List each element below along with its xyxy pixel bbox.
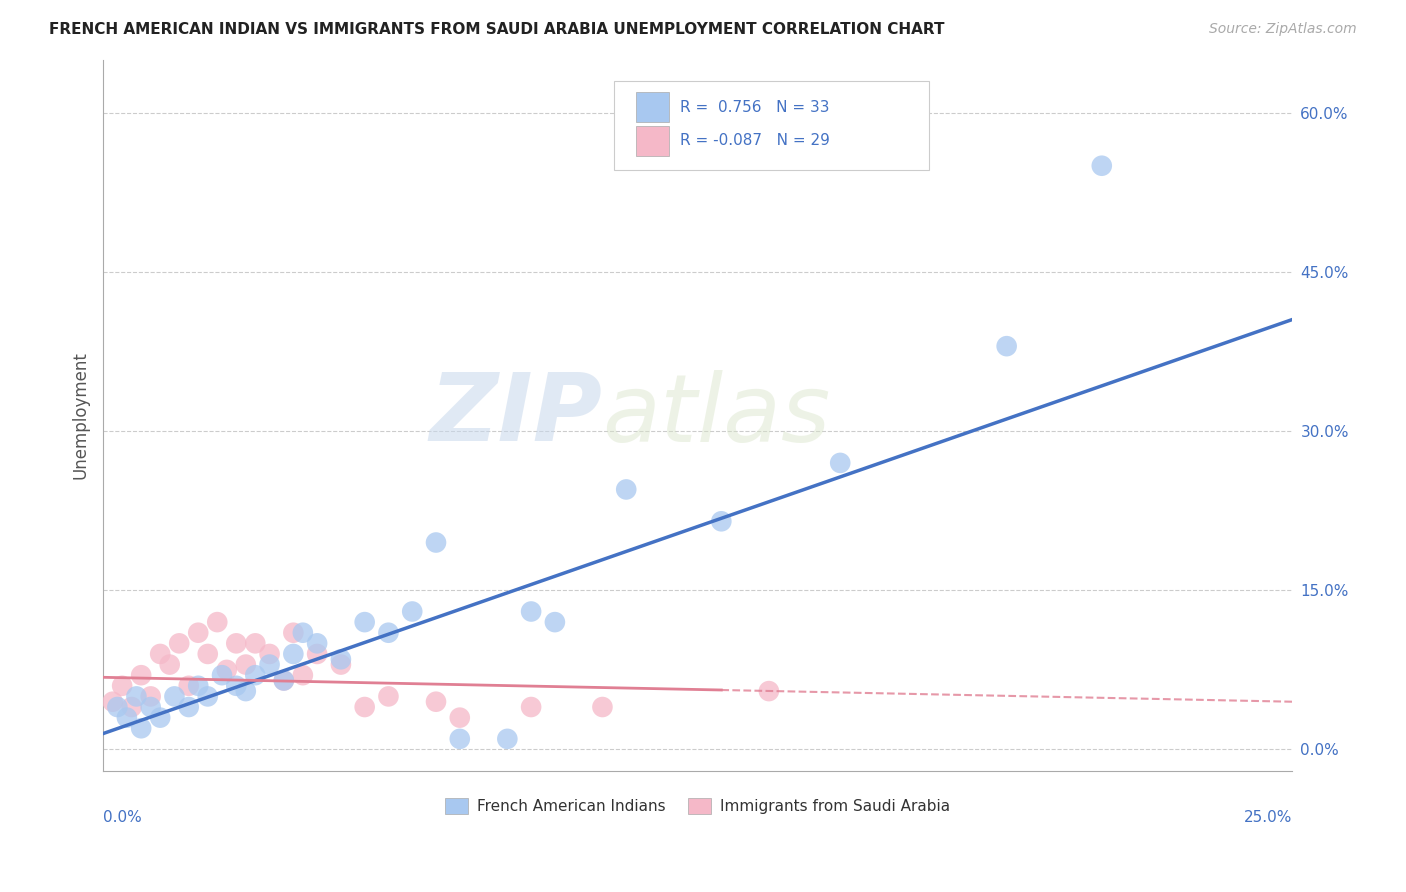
Point	[215, 663, 238, 677]
Point	[283, 625, 305, 640]
Text: FRENCH AMERICAN INDIAN VS IMMIGRANTS FROM SAUDI ARABIA UNEMPLOYMENT CORRELATION : FRENCH AMERICAN INDIAN VS IMMIGRANTS FRO…	[49, 22, 945, 37]
Point	[207, 615, 229, 629]
Text: R =  0.756   N = 33: R = 0.756 N = 33	[679, 100, 830, 115]
FancyBboxPatch shape	[636, 92, 669, 122]
Point	[496, 731, 519, 746]
Point	[225, 679, 247, 693]
Point	[425, 695, 447, 709]
Point	[235, 657, 257, 672]
Point	[259, 657, 281, 672]
Point	[377, 625, 399, 640]
Point	[329, 652, 352, 666]
Point	[149, 647, 172, 661]
Point	[211, 668, 233, 682]
Point	[177, 679, 200, 693]
Point	[273, 673, 295, 688]
Point	[259, 647, 281, 661]
Point	[291, 668, 314, 682]
Point	[105, 700, 128, 714]
Point	[129, 668, 152, 682]
Point	[591, 700, 613, 714]
Legend: French American Indians, Immigrants from Saudi Arabia: French American Indians, Immigrants from…	[439, 792, 956, 820]
Point	[329, 657, 352, 672]
Point	[449, 731, 471, 746]
Text: ZIP: ZIP	[430, 369, 602, 461]
Text: 25.0%: 25.0%	[1244, 810, 1292, 825]
Point	[520, 605, 543, 619]
Point	[149, 711, 172, 725]
Point	[129, 721, 152, 735]
Point	[544, 615, 567, 629]
Point	[245, 636, 267, 650]
Point	[225, 636, 247, 650]
Point	[353, 700, 375, 714]
Point	[377, 690, 399, 704]
Point	[425, 535, 447, 549]
Point	[614, 483, 637, 497]
Point	[101, 695, 124, 709]
Point	[710, 514, 733, 528]
Point	[995, 339, 1018, 353]
FancyBboxPatch shape	[636, 126, 669, 155]
Point	[121, 700, 143, 714]
Point	[139, 700, 162, 714]
Text: 0.0%: 0.0%	[103, 810, 142, 825]
Point	[167, 636, 190, 650]
Text: R = -0.087   N = 29: R = -0.087 N = 29	[679, 133, 830, 148]
Point	[197, 647, 219, 661]
Point	[307, 636, 329, 650]
Text: atlas: atlas	[602, 369, 831, 460]
Point	[291, 625, 314, 640]
Point	[235, 684, 257, 698]
FancyBboxPatch shape	[614, 81, 929, 169]
Point	[139, 690, 162, 704]
Point	[115, 711, 138, 725]
Point	[401, 605, 423, 619]
Point	[177, 700, 200, 714]
Point	[125, 690, 148, 704]
Point	[197, 690, 219, 704]
Point	[307, 647, 329, 661]
Point	[187, 625, 209, 640]
Point	[830, 456, 852, 470]
Y-axis label: Unemployment: Unemployment	[72, 351, 89, 479]
Text: Source: ZipAtlas.com: Source: ZipAtlas.com	[1209, 22, 1357, 37]
Point	[163, 690, 186, 704]
Point	[273, 673, 295, 688]
Point	[758, 684, 780, 698]
Point	[1091, 159, 1114, 173]
Point	[449, 711, 471, 725]
Point	[353, 615, 375, 629]
Point	[159, 657, 181, 672]
Point	[187, 679, 209, 693]
Point	[111, 679, 134, 693]
Point	[283, 647, 305, 661]
Point	[520, 700, 543, 714]
Point	[245, 668, 267, 682]
